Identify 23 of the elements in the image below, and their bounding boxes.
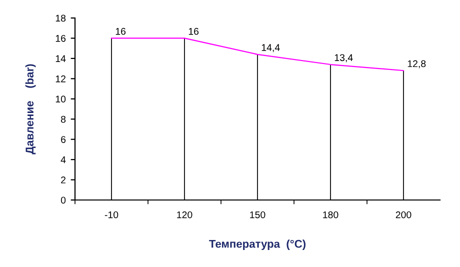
- y-tick-label: 16: [56, 34, 66, 42]
- y-tick-label: 18: [56, 14, 66, 22]
- y-tick-label: 10: [56, 96, 66, 103]
- data-label: 12,8: [408, 60, 426, 68]
- y-axis-title: Давление (bar): [25, 64, 36, 154]
- x-tick-label: 180: [323, 211, 338, 218]
- x-axis-title: Температура (°C): [209, 240, 306, 250]
- y-tick-label: 12: [56, 75, 66, 82]
- y-tick-label: 6: [61, 136, 66, 143]
- y-tick-label: 2: [61, 176, 66, 184]
- line-series: [110, 38, 404, 72]
- x-tick-label: 150: [250, 211, 266, 218]
- y-tick-label: 0: [60, 196, 66, 204]
- data-label: 14,4: [262, 44, 280, 52]
- data-label: 16: [116, 28, 126, 35]
- x-tick-label: 200: [396, 211, 412, 218]
- y-tick-label: 14: [56, 55, 66, 62]
- data-label: 16: [188, 28, 199, 35]
- y-tick-label: 4: [60, 156, 66, 164]
- x-tick-label: -10: [104, 211, 118, 218]
- x-tick-label: 120: [177, 211, 192, 218]
- data-label: 13,4: [334, 54, 353, 62]
- y-tick-label: 8: [60, 116, 66, 123]
